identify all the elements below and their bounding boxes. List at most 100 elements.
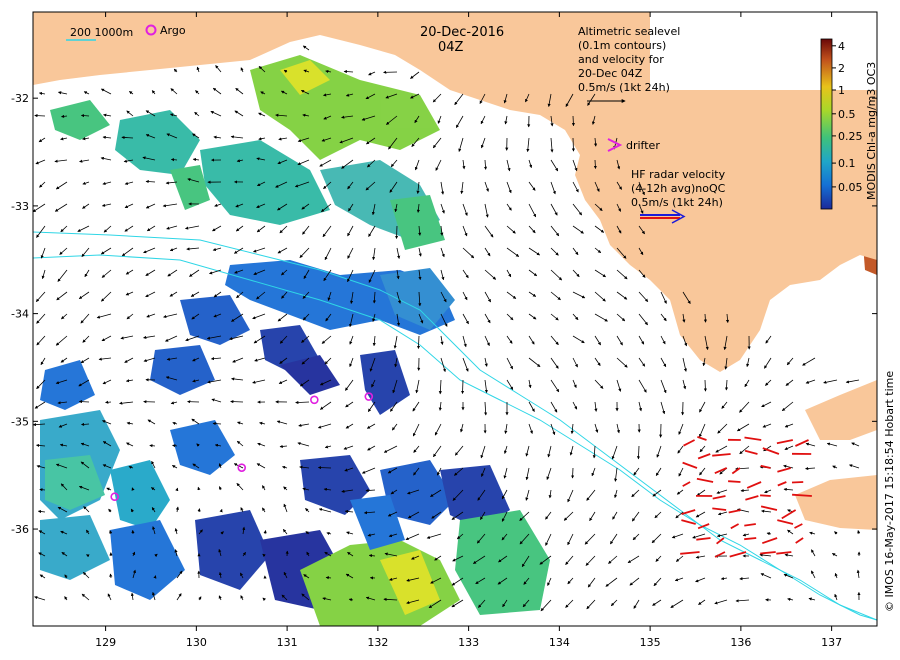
velocity-arrow [174,549,178,557]
velocity-arrow [437,115,442,124]
hf-radar-arrow [681,509,696,515]
velocity-arrow [38,91,46,96]
velocity-arrow [572,401,578,410]
velocity-arrow [503,93,508,104]
velocity-arrow [385,115,398,125]
velocity-arrow [739,577,750,581]
velocity-arrow [383,597,398,601]
velocity-arrow [391,423,398,431]
x-tick-label: 135 [640,636,661,649]
velocity-arrow [638,247,644,256]
velocity-arrow [528,423,533,435]
velocity-arrow [368,269,376,283]
velocity-arrow [258,66,266,73]
velocity-arrow [219,486,222,491]
velocity-arrow [724,379,729,391]
argo-float-marker [310,395,319,405]
velocity-arrow [760,573,772,579]
velocity-arrow [327,291,332,301]
velocity-arrow [550,313,559,321]
velocity-arrow [279,357,288,364]
velocity-arrow [762,423,772,428]
velocity-arrow [197,486,201,491]
velocity-arrow [481,467,486,477]
velocity-arrow [101,291,112,302]
velocity-arrow [765,379,772,386]
velocity-arrow [126,421,134,425]
velocity-arrow [220,531,224,535]
hf-radar-arrow [795,439,809,447]
velocity-arrow [174,527,178,535]
velocity-arrow [572,159,578,172]
velocity-arrow [418,247,422,257]
velocity-arrow [34,114,46,118]
velocity-arrow [616,357,628,368]
velocity-arrow [301,357,310,365]
velocity-arrow [451,577,464,586]
velocity-arrow [610,599,618,607]
velocity-arrow [214,443,222,447]
velocity-arrow [724,357,728,370]
velocity-arrow [388,577,398,581]
altimetry-velocity-arrows [33,45,861,612]
velocity-arrow [682,335,688,347]
velocity-arrow [126,313,134,320]
velocity-arrow [744,379,750,388]
velocity-arrow [143,357,156,362]
velocity-arrow [96,313,112,319]
velocity-arrow [572,269,580,278]
velocity-arrow [451,511,464,520]
velocity-arrow [54,159,68,163]
velocity-arrow [572,291,586,299]
velocity-arrow [325,69,332,74]
velocity-arrow [38,530,46,535]
velocity-arrow [57,269,68,282]
velocity-arrow [319,379,332,386]
velocity-arrow [742,533,750,537]
hf-radar-arrow [777,519,794,525]
velocity-arrow [166,357,178,361]
velocity-arrow [440,313,448,327]
velocity-arrow [434,555,442,561]
velocity-arrow [169,247,178,252]
drifter-legend: drifter [607,138,660,152]
velocity-arrow [462,335,467,348]
velocity-arrow [594,357,601,367]
velocity-arrow [550,115,554,127]
velocity-arrow [452,489,464,501]
velocity-arrow [125,291,134,296]
velocity-arrow [279,335,288,344]
velocity-arrow [472,555,486,564]
velocity-arrow [503,445,508,455]
velocity-arrow [242,551,246,557]
velocity-arrow [277,203,288,211]
velocity-arrow [506,313,514,321]
velocity-arrow [317,466,332,470]
velocity-arrow [383,445,398,453]
velocity-arrow [570,423,574,435]
velocity-arrow [58,423,68,428]
velocity-arrow [460,181,464,195]
velocity-arrow [764,489,772,494]
y-tick-label: -33 [11,200,29,213]
velocity-arrow [605,577,618,587]
velocity-arrow [440,247,445,258]
velocity-arrow [124,203,134,208]
velocity-arrow [198,596,202,601]
velocity-arrow [525,445,530,457]
velocity-arrow [587,93,596,106]
hf-radar-arrow [791,481,804,484]
velocity-arrow [528,269,538,277]
velocity-arrow [523,577,530,585]
velocity-arrow [197,508,201,513]
velocity-arrow [723,335,728,351]
hf-radar-arrow [716,537,725,545]
velocity-arrow [212,225,222,232]
velocity-arrow [416,203,420,213]
velocity-arrow [283,503,288,513]
velocity-arrow [367,533,376,537]
velocity-arrow [547,445,552,458]
x-tick-label: 131 [277,636,298,649]
velocity-arrow [567,533,574,546]
